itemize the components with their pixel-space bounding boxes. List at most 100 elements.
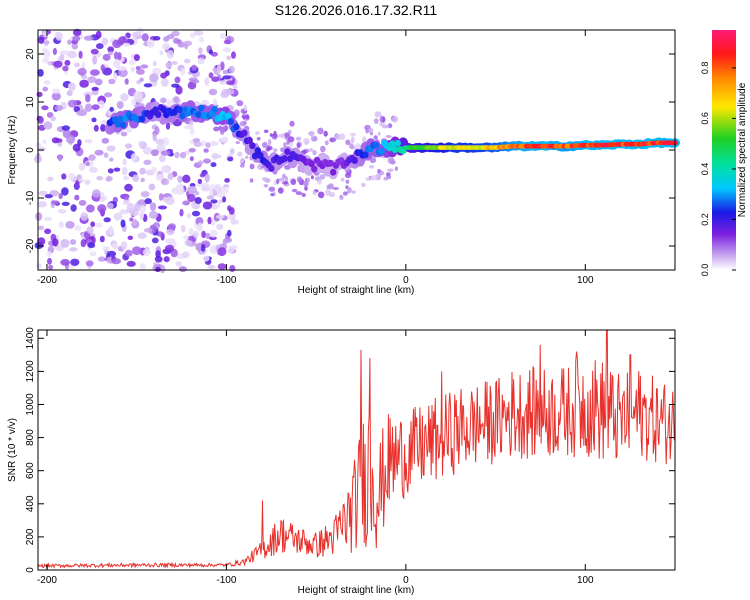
noise-blob: [160, 72, 168, 79]
noise-blob: [57, 154, 63, 162]
noise-blob: [160, 178, 170, 186]
y-tick-label: 1400: [25, 327, 36, 350]
noise-blob: [35, 142, 42, 148]
noise-blob: [229, 264, 236, 273]
noise-blob: [85, 260, 94, 267]
noise-blob: [105, 175, 113, 182]
ridge-point: [155, 111, 162, 118]
ridge-point: [117, 115, 124, 123]
colorbar-tick-label: 0.6: [700, 112, 710, 125]
noise-blob: [139, 204, 146, 214]
noise-blob: [255, 131, 260, 136]
noise-blob: [96, 43, 104, 50]
noise-blob: [282, 181, 289, 185]
noise-blob: [74, 194, 80, 201]
noise-blob: [310, 134, 314, 138]
noise-blob: [203, 148, 209, 153]
noise-blob: [157, 205, 168, 210]
noise-blob: [78, 163, 86, 171]
noise-blob: [107, 46, 114, 53]
x-tick-label: 100: [577, 575, 594, 586]
noise-blob: [143, 159, 152, 165]
noise-blob: [224, 89, 235, 95]
noise-blob: [180, 224, 186, 233]
noise-blob: [84, 103, 93, 112]
noise-blob: [209, 229, 218, 238]
colorbar-tick-label: 0.0: [700, 264, 710, 277]
noise-blob: [174, 76, 181, 84]
noise-blob: [312, 150, 317, 156]
noise-blob: [160, 150, 171, 156]
noise-blob: [230, 219, 239, 225]
noise-blob: [92, 55, 98, 65]
noise-blob: [120, 219, 126, 228]
ridge-point: [308, 160, 315, 168]
noise-blob: [317, 127, 324, 135]
noise-blob: [349, 132, 356, 137]
noise-blob: [37, 69, 44, 77]
noise-blob: [175, 261, 183, 267]
noise-blob: [111, 258, 121, 265]
noise-blob: [120, 209, 127, 215]
noise-blob: [108, 78, 116, 85]
noise-blob: [189, 120, 194, 127]
noise-blob: [67, 99, 78, 108]
x-tick-label: 0: [403, 575, 409, 586]
noise-blob: [231, 51, 236, 59]
snr-y-label: SNR (10 * v/v): [7, 418, 18, 482]
noise-blob: [183, 235, 189, 240]
noise-blob: [223, 186, 229, 194]
noise-blob: [69, 247, 78, 252]
noise-blob: [47, 61, 52, 66]
noise-blob: [113, 212, 123, 221]
noise-blob: [93, 124, 99, 132]
ridge-point: [138, 115, 146, 123]
noise-blob: [202, 255, 210, 262]
noise-blob: [304, 140, 308, 146]
noise-blob: [245, 114, 250, 120]
noise-blob: [385, 172, 391, 177]
x-tick-label: -100: [216, 575, 236, 586]
noise-blob: [243, 104, 248, 112]
noise-blob: [284, 132, 290, 138]
noise-blob: [212, 154, 222, 159]
noise-blob: [88, 154, 96, 161]
noise-blob: [201, 186, 211, 192]
noise-blob: [44, 216, 53, 222]
noise-blob: [155, 173, 165, 181]
noise-blob: [212, 98, 218, 108]
noise-blob: [151, 237, 159, 244]
noise-blob: [312, 190, 317, 195]
noise-blob: [102, 246, 110, 251]
noise-blob: [116, 101, 124, 109]
noise-blob: [306, 177, 310, 183]
noise-blob: [73, 182, 80, 190]
noise-blob: [83, 35, 94, 41]
noise-blob: [129, 217, 134, 222]
noise-blob: [177, 175, 183, 183]
noise-blob: [210, 199, 218, 204]
noise-blob: [86, 226, 94, 234]
colorbar-tick-label: 0.2: [700, 213, 710, 226]
noise-blob: [193, 230, 199, 238]
noise-blob: [163, 256, 170, 263]
noise-blob: [159, 97, 167, 104]
noise-blob: [43, 40, 50, 45]
ridge-point: [120, 121, 127, 129]
y-tick-label: 200: [25, 528, 36, 545]
noise-blob: [195, 217, 204, 226]
noise-blob: [46, 251, 52, 258]
noise-blob: [150, 149, 159, 157]
noise-blob: [131, 98, 137, 106]
noise-blob: [204, 77, 210, 86]
ridge-point: [362, 151, 369, 159]
snr-y-ticks: 0 200 400 600 800 1000 1200 1400: [25, 327, 675, 573]
noise-blob: [60, 239, 70, 248]
ridge-point: [268, 164, 275, 172]
noise-blob: [289, 141, 294, 147]
colorbar-tick-label: 0.8: [700, 62, 710, 75]
noise-blob: [141, 33, 149, 42]
noise-blob: [332, 187, 340, 190]
noise-blob: [58, 193, 63, 200]
noise-blob: [278, 177, 285, 182]
